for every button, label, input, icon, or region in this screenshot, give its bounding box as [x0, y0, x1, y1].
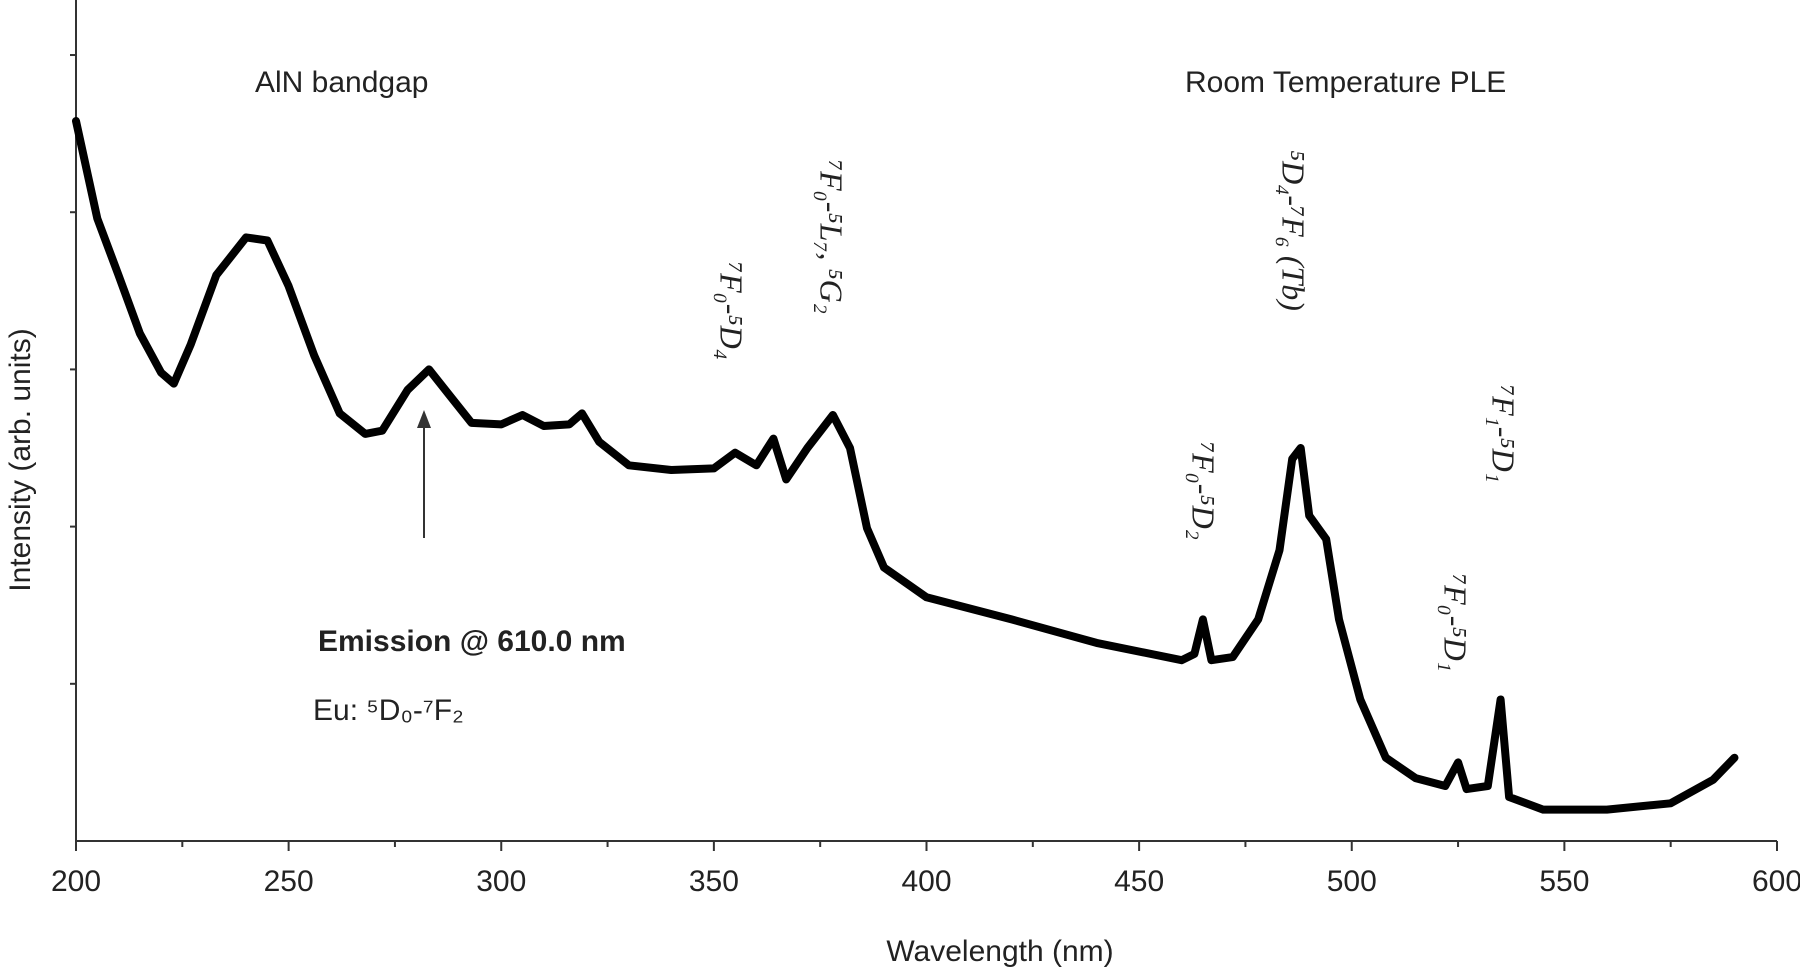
x-axis-label: Wavelength (nm) — [886, 935, 1113, 968]
annotation: Eu: ⁵D₀-⁷F₂ — [313, 694, 464, 727]
x-tick-label: 350 — [689, 865, 739, 898]
x-tick-label: 600 — [1752, 865, 1800, 898]
annotation: ⁵D₄-⁷F₆ (Tb) — [1276, 150, 1312, 311]
annotation: ⁷F₀-⁵L₇, ⁵G₂ — [814, 160, 850, 314]
x-tick-label: 300 — [476, 865, 526, 898]
annotation: ⁷F₁-⁵D₁ — [1486, 385, 1522, 483]
annotation: ⁷F₀-⁵D₄ — [714, 262, 750, 360]
x-tick-label: 250 — [264, 865, 314, 898]
annotation: Emission @ 610.0 nm — [318, 625, 626, 658]
annotation: ⁷F₀-⁵D₁ — [1438, 574, 1474, 672]
x-tick-label: 550 — [1539, 865, 1589, 898]
spectrum-line — [72, 117, 1739, 814]
arrow-head — [417, 410, 431, 428]
annotation: AlN bandgap — [255, 66, 428, 99]
x-tick-label: 400 — [901, 865, 951, 898]
y-axis-label: Intensity (arb. units) — [4, 328, 37, 591]
x-tick-label: 200 — [51, 865, 101, 898]
annotation: ⁷F₀-⁵D₂ — [1186, 442, 1222, 540]
x-tick-label: 450 — [1114, 865, 1164, 898]
x-tick-label: 500 — [1327, 865, 1377, 898]
annotation: Room Temperature PLE — [1185, 66, 1506, 99]
